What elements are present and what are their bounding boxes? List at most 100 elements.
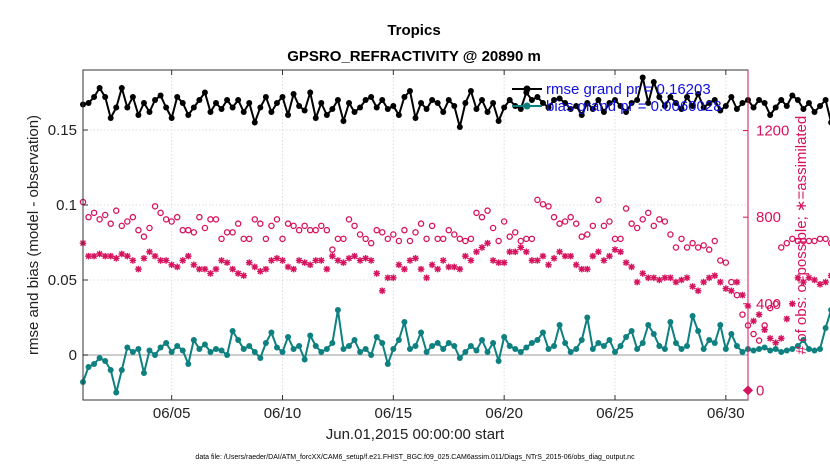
obs-assimilated-point	[495, 259, 502, 266]
bias-point	[822, 325, 829, 331]
bias-point	[628, 328, 635, 334]
obs-assimilated-point	[317, 257, 325, 264]
rmse-point	[794, 97, 801, 103]
rmse-point	[445, 97, 452, 103]
bias-point	[179, 347, 186, 354]
data-file-footnote: data file: /Users/raeder/DAI/ATM_forcXX/…	[195, 454, 635, 461]
obs-possible-point	[351, 222, 358, 230]
rmse-point	[556, 95, 563, 102]
rmse-point	[817, 103, 824, 109]
obs-assimilated-point	[378, 287, 386, 295]
rmse-point	[113, 104, 120, 111]
rmse-point	[545, 104, 552, 111]
obs-assimilated-point	[434, 265, 441, 273]
obs-assimilated-point	[517, 244, 525, 251]
obs-possible-point	[672, 244, 680, 251]
bias-point	[695, 328, 702, 334]
rmse-point	[467, 88, 474, 94]
obs-assimilated-point	[766, 335, 774, 342]
obs-assimilated-point	[672, 278, 680, 286]
bias-point	[578, 337, 585, 343]
rmse-point	[750, 104, 757, 111]
obs-assimilated-point	[628, 263, 635, 271]
y-tick-label-right: 400	[756, 296, 781, 313]
obs-possible-point	[528, 235, 536, 243]
rmse-point	[434, 100, 441, 106]
obs-assimilated-point	[739, 291, 746, 299]
rmse-point	[102, 94, 109, 100]
obs-possible-point	[705, 246, 713, 253]
bias-point	[218, 347, 225, 354]
obs-possible-point	[739, 311, 746, 318]
bias-point	[606, 337, 613, 343]
rmse-point	[479, 97, 485, 103]
bias-point	[778, 349, 785, 355]
obs-assimilated-point	[173, 263, 181, 271]
obs-assimilated-point	[323, 265, 331, 273]
bias-point	[589, 346, 596, 352]
bias-point	[213, 346, 219, 352]
rmse-point	[456, 124, 463, 130]
rmse-point	[152, 97, 159, 103]
rmse-point	[129, 94, 136, 100]
bias-point	[285, 334, 292, 340]
bias-point	[307, 332, 314, 339]
obs-possible-point	[340, 235, 347, 243]
x-tick-label: 06/10	[264, 405, 302, 422]
obs-possible-point	[185, 226, 192, 234]
bias-point	[207, 349, 214, 355]
rmse-point	[684, 94, 691, 100]
rmse-point	[490, 100, 497, 106]
obs-possible-point	[495, 237, 502, 245]
x-axis-label: Jun.01,2015 00:00:00 start	[326, 426, 505, 443]
obs-assimilated-point	[539, 252, 547, 260]
obs-possible-point	[556, 220, 563, 227]
rmse-point	[118, 85, 125, 91]
bias-point	[567, 349, 574, 355]
obs-assimilated-point	[667, 274, 674, 282]
rmse-point	[534, 94, 541, 100]
bias-point	[318, 349, 325, 355]
obs-assimilated-point	[140, 254, 148, 262]
obs-possible-point	[201, 224, 209, 232]
bias-point	[340, 346, 347, 352]
obs-possible-point	[445, 226, 452, 234]
obs-possible-point	[395, 237, 403, 245]
bias-point	[689, 313, 696, 319]
legend: rmse grand pr = 0.16203 bias grand pr = …	[512, 81, 722, 115]
obs-possible-point	[789, 235, 796, 243]
obs-possible-point	[561, 218, 569, 225]
obs-assimilated-point	[705, 274, 713, 282]
bias-point	[240, 346, 247, 352]
rmse-point	[484, 109, 491, 115]
obs-assimilated-point	[395, 261, 403, 269]
obs-possible-point	[628, 220, 635, 227]
obs-possible-point	[85, 213, 92, 221]
obs-assimilated-point	[196, 265, 203, 273]
bias-point	[229, 328, 236, 334]
rmse-point	[578, 112, 585, 118]
obs-possible-point	[778, 244, 785, 251]
bias-point	[124, 344, 131, 351]
obs-possible-point	[140, 233, 148, 240]
obs-possible-point	[212, 216, 220, 223]
rmse-point	[412, 115, 419, 121]
obs-assimilated-point	[567, 252, 574, 260]
obs-possible-point	[822, 235, 829, 243]
bias-point	[672, 340, 679, 346]
obs-possible-point	[196, 213, 203, 221]
rmse-point	[772, 104, 779, 111]
bias-point	[811, 347, 818, 354]
obs-assimilated-point	[772, 339, 780, 347]
obs-possible-point	[755, 337, 763, 344]
obs-possible-point	[783, 239, 791, 247]
bias-point	[528, 340, 535, 346]
rmse-point	[656, 94, 663, 100]
obs-possible-point	[633, 224, 641, 232]
bias-point	[273, 344, 280, 351]
rmse-bias-series	[80, 74, 830, 396]
rmse-point	[517, 106, 524, 112]
rmse-point	[301, 107, 308, 114]
rmse-point	[124, 104, 131, 111]
